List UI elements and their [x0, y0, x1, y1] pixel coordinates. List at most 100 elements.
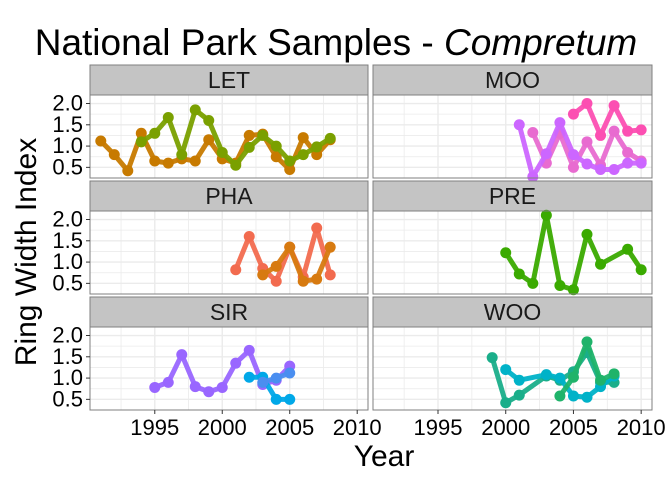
y-axes: 0.51.01.52.00.51.01.52.00.51.01.52.0: [52, 91, 90, 411]
panel-border: [89, 326, 369, 411]
panel-pre: PRE: [372, 180, 653, 296]
data-point: [540, 369, 552, 381]
data-point: [567, 371, 579, 383]
data-point: [608, 125, 620, 137]
data-point: [135, 136, 147, 148]
data-point: [270, 260, 282, 272]
data-point: [554, 390, 566, 402]
data-point: [311, 141, 323, 153]
chart-title-main: National Park Samples -: [35, 22, 444, 63]
x-tick-label: 2000: [198, 415, 247, 440]
y-tick-label: 0.5: [52, 386, 83, 411]
y-tick-label: 2.0: [52, 323, 83, 348]
chart-title: National Park Samples - Compretum: [35, 22, 638, 63]
data-point: [270, 140, 282, 152]
data-point: [284, 241, 296, 253]
data-point: [581, 228, 593, 240]
data-point: [203, 386, 215, 398]
data-point: [243, 141, 255, 153]
data-point: [567, 149, 579, 161]
data-point: [270, 275, 282, 287]
y-tick-label: 0.5: [52, 154, 83, 179]
data-point: [270, 393, 282, 405]
series-line: [516, 120, 644, 180]
series-line: [233, 225, 333, 284]
x-tick-label: 2005: [265, 415, 314, 440]
panel-moo: MOO: [372, 64, 653, 183]
panel-background: [373, 211, 652, 294]
data-point: [608, 100, 620, 112]
chart-title-italic: Compretum: [444, 22, 637, 63]
data-point: [216, 381, 228, 393]
y-tick-label: 1.0: [52, 249, 83, 274]
data-point: [203, 115, 215, 127]
data-point: [270, 151, 282, 163]
data-point: [567, 161, 579, 173]
data-point: [95, 135, 107, 147]
y-tick-label: 2.0: [52, 91, 83, 116]
x-axes: 1995 2000 2005 2010 1995 2000 2005 2010: [130, 410, 666, 440]
data-point: [162, 112, 174, 124]
y-axis-title: Ring Width Index: [10, 138, 43, 366]
data-point: [554, 279, 566, 291]
data-point: [243, 371, 255, 383]
data-point: [595, 258, 607, 270]
data-point: [635, 264, 647, 276]
data-point: [500, 364, 512, 376]
data-point: [243, 129, 255, 141]
data-point: [162, 376, 174, 388]
facet-strip: [89, 180, 369, 212]
data-point: [149, 155, 161, 167]
data-point: [622, 125, 634, 137]
y-tick-label: 1.0: [52, 365, 83, 390]
data-point: [311, 149, 323, 161]
panel-border: [89, 94, 369, 179]
data-point: [608, 163, 620, 175]
panel-background: [90, 327, 368, 410]
data-point: [149, 127, 161, 139]
data-point: [595, 374, 607, 386]
data-point: [203, 134, 215, 146]
facet-strip: [372, 64, 653, 96]
data-point: [527, 171, 539, 183]
data-point: [513, 374, 525, 386]
data-point: [527, 126, 539, 138]
data-point: [297, 275, 309, 287]
x-tick-label: 1995: [414, 415, 463, 440]
y-tick-label: 2.0: [52, 207, 83, 232]
data-point: [230, 159, 242, 171]
panel-border: [372, 326, 653, 411]
facet-strip-label: MOO: [485, 67, 540, 93]
data-point: [581, 158, 593, 170]
data-point: [122, 165, 134, 177]
data-point: [581, 98, 593, 110]
panel-background: [90, 95, 368, 178]
data-point: [554, 117, 566, 129]
panel-border: [372, 94, 653, 179]
panel-sir: SIR: [89, 296, 369, 411]
facet-strip-label: PRE: [489, 183, 536, 209]
data-point: [257, 129, 269, 141]
x-tick-label: 2000: [481, 415, 530, 440]
data-point: [162, 157, 174, 169]
data-point: [189, 155, 201, 167]
x-tick-label: 2010: [333, 415, 382, 440]
data-point: [324, 241, 336, 253]
data-point: [324, 132, 336, 144]
data-point: [635, 157, 647, 169]
x-axis-title: Year: [354, 440, 415, 473]
series-line: [503, 212, 644, 293]
data-point: [595, 129, 607, 141]
facet-strip-label: LET: [208, 67, 250, 93]
facet-strip: [89, 296, 369, 328]
data-point: [622, 243, 634, 255]
data-point: [311, 222, 323, 234]
data-point: [500, 247, 512, 259]
data-point: [297, 132, 309, 144]
data-point: [284, 163, 296, 175]
x-tick-label: 2005: [549, 415, 598, 440]
data-point: [270, 372, 282, 384]
data-point: [540, 209, 552, 221]
data-point: [635, 124, 647, 136]
